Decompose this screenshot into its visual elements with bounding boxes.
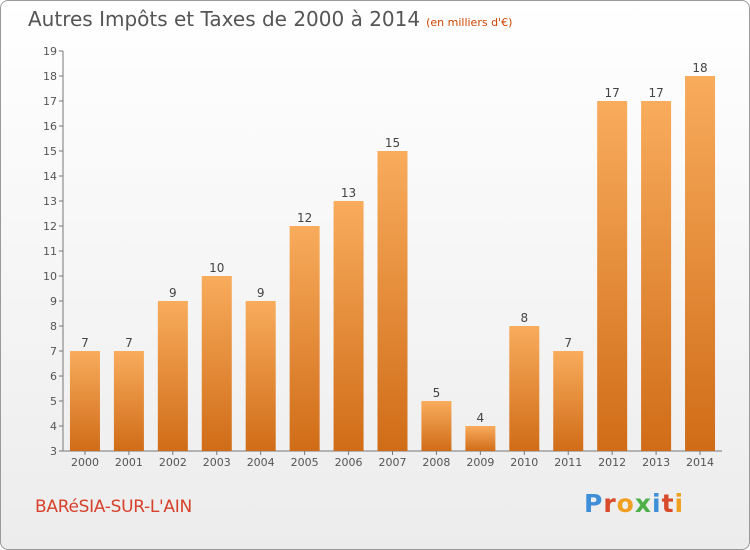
- bar: [69, 351, 100, 451]
- bar: [597, 101, 628, 451]
- bar-value-label: 18: [692, 61, 707, 75]
- y-tick-label: 5: [50, 395, 57, 408]
- y-tick-label: 11: [43, 245, 57, 258]
- logo-letter: i: [674, 489, 685, 518]
- x-tick-label: 2008: [422, 456, 450, 469]
- x-tick-label: 2005: [291, 456, 319, 469]
- x-tick-label: 2001: [115, 456, 143, 469]
- logo-letter: r: [603, 489, 617, 518]
- x-tick-label: 2003: [203, 456, 231, 469]
- chart-subtitle: (en milliers d'€): [426, 16, 513, 29]
- y-tick-label: 10: [43, 270, 57, 283]
- y-tick-label: 13: [43, 195, 57, 208]
- y-tick-label: 3: [50, 445, 57, 458]
- x-tick-label: 2011: [554, 456, 582, 469]
- y-tick-label: 15: [43, 145, 57, 158]
- y-tick-label: 19: [43, 45, 57, 58]
- y-tick-label: 9: [50, 295, 57, 308]
- x-tick-label: 2010: [510, 456, 538, 469]
- commune-name: BARéSIA-SUR-L'AIN: [35, 497, 192, 517]
- bar-value-label: 5: [433, 386, 441, 400]
- y-tick-label: 18: [43, 70, 57, 83]
- bar-value-label: 17: [605, 86, 620, 100]
- x-tick-label: 2004: [247, 456, 275, 469]
- proxiti-logo: Proxiti: [584, 489, 684, 518]
- bar: [113, 351, 144, 451]
- bar-value-label: 17: [648, 86, 663, 100]
- y-tick-label: 16: [43, 120, 57, 133]
- x-tick-label: 2002: [159, 456, 187, 469]
- y-tick-label: 8: [50, 320, 57, 333]
- bar: [465, 426, 496, 451]
- bar-value-label: 9: [257, 286, 265, 300]
- y-tick-label: 14: [43, 170, 57, 183]
- bar-value-label: 15: [385, 136, 400, 150]
- bar: [289, 226, 320, 451]
- x-tick-label: 2006: [335, 456, 363, 469]
- bar: [509, 326, 540, 451]
- y-tick-label: 7: [50, 345, 57, 358]
- bar-value-label: 8: [520, 311, 528, 325]
- bar-value-label: 13: [341, 186, 356, 200]
- bar: [333, 201, 364, 451]
- bar: [421, 401, 452, 451]
- x-tick-label: 2012: [598, 456, 626, 469]
- x-tick-label: 2013: [642, 456, 670, 469]
- bar: [157, 301, 188, 451]
- x-tick-label: 2000: [71, 456, 99, 469]
- logo-letter: o: [616, 489, 635, 518]
- logo-letter: t: [661, 489, 675, 518]
- y-tick-label: 12: [43, 220, 57, 233]
- bar: [201, 276, 232, 451]
- x-tick-label: 2014: [686, 456, 714, 469]
- bar: [641, 101, 672, 451]
- bar-value-label: 4: [477, 411, 485, 425]
- chart-title-text: Autres Impôts et Taxes de 2000 à 2014: [28, 7, 421, 31]
- logo-letter: P: [584, 489, 604, 518]
- bar-value-label: 7: [125, 336, 133, 350]
- logo-letter: x: [634, 489, 652, 518]
- bar: [685, 76, 716, 451]
- bar-value-label: 7: [564, 336, 572, 350]
- bar: [377, 151, 408, 451]
- bar-value-label: 12: [297, 211, 312, 225]
- bar: [553, 351, 584, 451]
- y-tick-label: 4: [50, 420, 57, 433]
- bar: [245, 301, 276, 451]
- bar-value-label: 9: [169, 286, 177, 300]
- y-tick-label: 17: [43, 95, 57, 108]
- bar-value-label: 10: [209, 261, 224, 275]
- logo-letter: i: [652, 489, 662, 518]
- x-tick-label: 2009: [466, 456, 494, 469]
- bar-value-label: 7: [81, 336, 89, 350]
- x-tick-label: 2007: [379, 456, 407, 469]
- chart-title: Autres Impôts et Taxes de 2000 à 2014 (en…: [28, 7, 512, 31]
- y-tick-label: 6: [50, 370, 57, 383]
